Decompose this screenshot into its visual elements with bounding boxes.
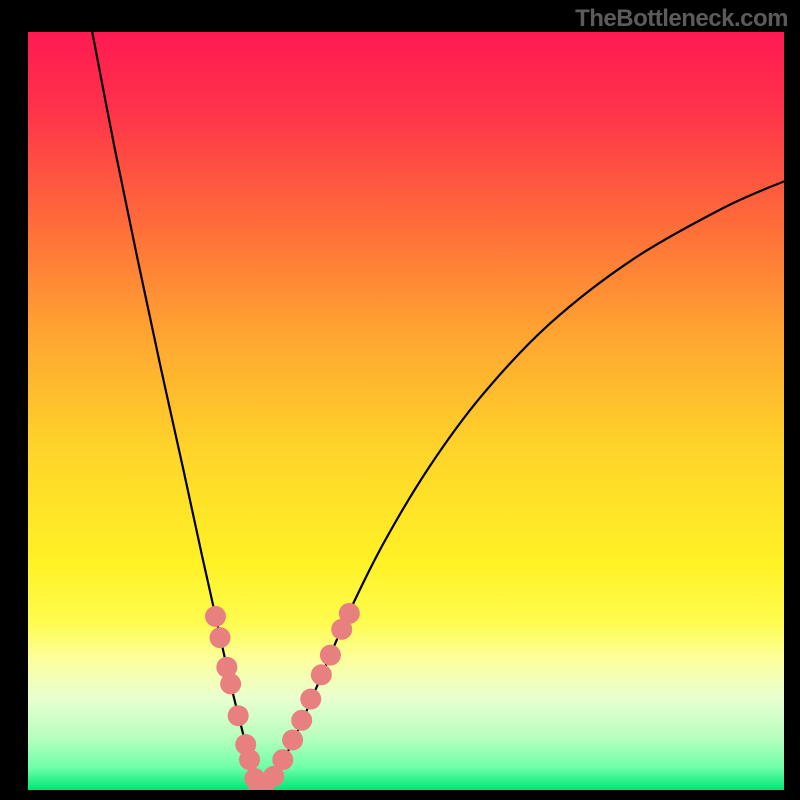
watermark-text: TheBottleneck.com [575,5,788,33]
data-marker [311,664,332,685]
data-marker [239,749,260,770]
data-marker [205,606,226,627]
gradient-background [28,32,784,790]
data-marker [339,603,360,624]
chart-canvas: TheBottleneck.com [0,0,800,800]
data-marker [300,689,321,710]
data-marker [320,645,341,666]
data-marker [220,673,241,694]
plot-area [28,32,784,790]
data-marker [272,749,293,770]
data-marker [228,705,249,726]
data-marker [291,710,312,731]
data-marker [282,729,303,750]
data-marker [210,627,231,648]
